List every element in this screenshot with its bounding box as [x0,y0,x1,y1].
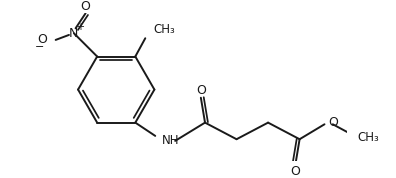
Text: −: − [34,41,44,52]
Text: CH₃: CH₃ [358,131,379,144]
Text: NH: NH [162,134,179,147]
Text: O: O [38,33,48,46]
Text: CH₃: CH₃ [154,23,175,36]
Text: N: N [69,27,79,40]
Text: O: O [291,165,301,178]
Text: O: O [196,84,206,97]
Text: O: O [81,0,90,13]
Text: +: + [76,22,84,32]
Text: O: O [328,116,338,129]
